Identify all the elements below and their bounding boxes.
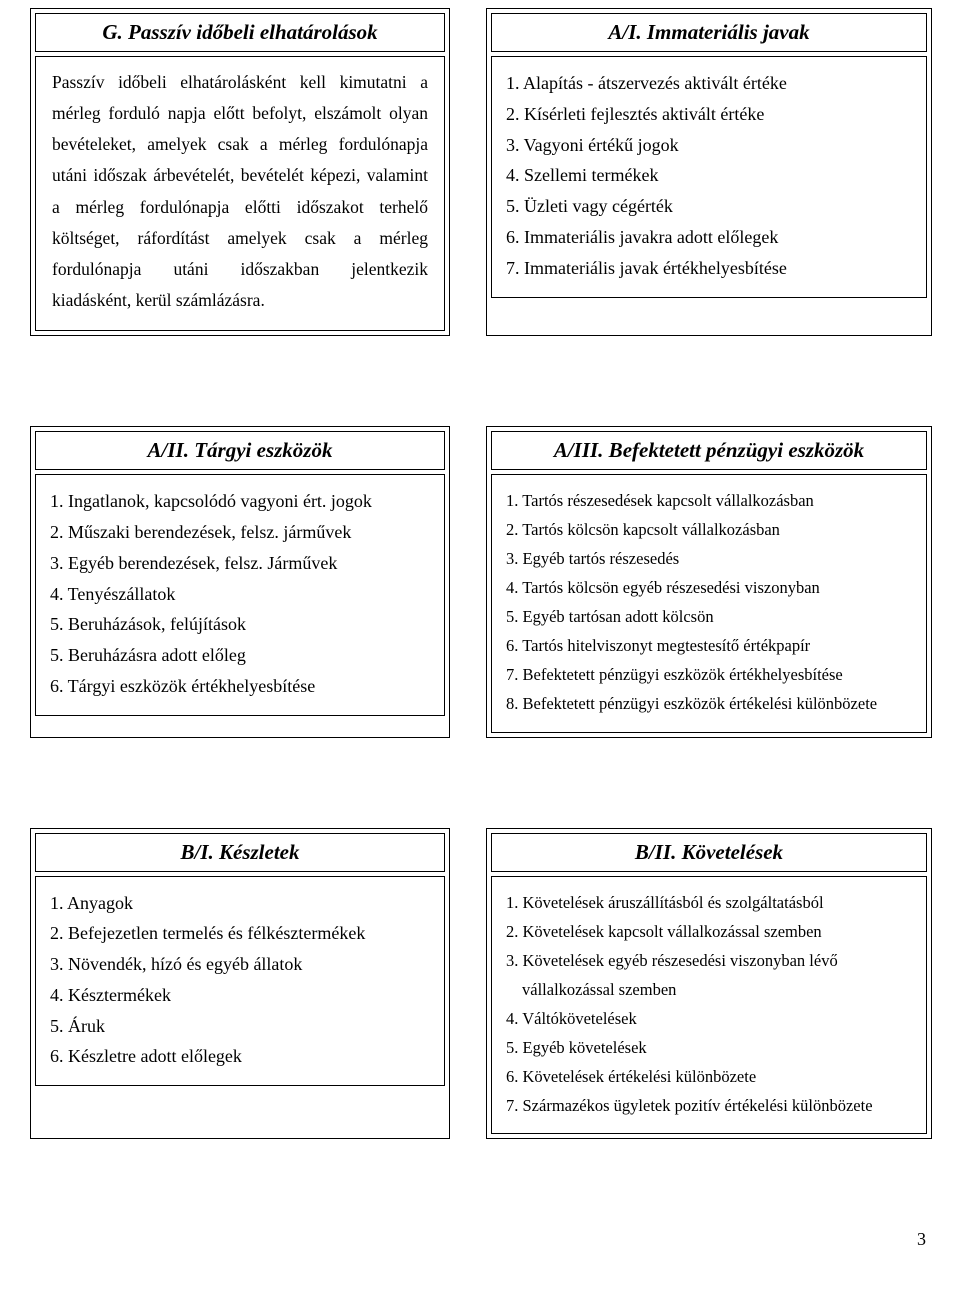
- list-item: 1. Követelések áruszállításból és szolgá…: [506, 889, 914, 916]
- box-a2-targyi: A/II. Tárgyi eszközök 1. Ingatlanok, kap…: [30, 426, 450, 737]
- list-item: 2. Tartós kölcsön kapcsolt vállalkozásba…: [506, 516, 914, 543]
- list-item: 5. Beruházások, felújítások: [50, 610, 432, 639]
- list-item: 8. Befektetett pénzügyi eszközök értékel…: [506, 690, 914, 717]
- list-item: 1. Alapítás - átszervezés aktivált érték…: [506, 69, 914, 98]
- list-item: 5. Áruk: [50, 1012, 432, 1041]
- box-g-passziv: G. Passzív időbeli elhatárolások Passzív…: [30, 8, 450, 336]
- box-g-body: Passzív időbeli elhatárolásként kell kim…: [35, 56, 445, 331]
- list-item: 2. Kísérleti fejlesztés aktivált értéke: [506, 100, 914, 129]
- list-item: 3. Egyéb tartós részesedés: [506, 545, 914, 572]
- list-item: 7. Származékos ügyletek pozitív értékelé…: [506, 1092, 914, 1119]
- box-a1-immaterialis: A/I. Immateriális javak 1. Alapítás - át…: [486, 8, 932, 336]
- list-item: 5. Egyéb követelések: [506, 1034, 914, 1061]
- list-item: 4. Tenyészállatok: [50, 580, 432, 609]
- box-a1-title: A/I. Immateriális javak: [491, 13, 927, 52]
- box-a2-title: A/II. Tárgyi eszközök: [35, 431, 445, 470]
- list-item: 6. Tartós hitelviszonyt megtestesítő ért…: [506, 632, 914, 659]
- list-item: 7. Immateriális javak értékhelyesbítése: [506, 254, 914, 283]
- box-b2-title: B/II. Követelések: [491, 833, 927, 872]
- list-item: 3. Vagyoni értékű jogok: [506, 131, 914, 160]
- list-item: 1. Tartós részesedések kapcsolt vállalko…: [506, 487, 914, 514]
- list-item: 2. Befejezetlen termelés és félkésztermé…: [50, 919, 432, 948]
- box-b2-kovetelesek: B/II. Követelések 1. Követelések áruszál…: [486, 828, 932, 1139]
- box-g-title: G. Passzív időbeli elhatárolások: [35, 13, 445, 52]
- box-b1-body: 1. Anyagok 2. Befejezetlen termelés és f…: [35, 876, 445, 1087]
- box-b1-title: B/I. Készletek: [35, 833, 445, 872]
- list-item: 4. Tartós kölcsön egyéb részesedési visz…: [506, 574, 914, 601]
- list-item: 3. Növendék, hízó és egyéb állatok: [50, 950, 432, 979]
- box-a1-body: 1. Alapítás - átszervezés aktivált érték…: [491, 56, 927, 298]
- list-item: 6. Készletre adott előlegek: [50, 1042, 432, 1071]
- box-b2-body: 1. Követelések áruszállításból és szolgá…: [491, 876, 927, 1134]
- box-a3-body: 1. Tartós részesedések kapcsolt vállalko…: [491, 474, 927, 732]
- list-item: vállalkozással szemben: [506, 976, 914, 1003]
- list-item: 2. Műszaki berendezések, felsz. járművek: [50, 518, 432, 547]
- list-item: 6. Követelések értékelési különbözete: [506, 1063, 914, 1090]
- list-item: 7. Befektetett pénzügyi eszközök értékhe…: [506, 661, 914, 688]
- list-item: 4. Szellemi termékek: [506, 161, 914, 190]
- list-item: 6. Immateriális javakra adott előlegek: [506, 223, 914, 252]
- list-item: 6. Tárgyi eszközök értékhelyesbítése: [50, 672, 432, 701]
- page-number: 3: [30, 1229, 932, 1250]
- list-item: 5. Egyéb tartósan adott kölcsön: [506, 603, 914, 630]
- list-item: 5. Üzleti vagy cégérték: [506, 192, 914, 221]
- box-b1-keszletek: B/I. Készletek 1. Anyagok 2. Befejezetle…: [30, 828, 450, 1139]
- list-item: 2. Követelések kapcsolt vállalkozással s…: [506, 918, 914, 945]
- list-item: 3. Követelések egyéb részesedési viszony…: [506, 947, 914, 974]
- box-a3-befektetett: A/III. Befektetett pénzügyi eszközök 1. …: [486, 426, 932, 737]
- list-item: 4. Váltókövetelések: [506, 1005, 914, 1032]
- list-item: 1. Ingatlanok, kapcsolódó vagyoni ért. j…: [50, 487, 432, 516]
- list-item: 4. Késztermékek: [50, 981, 432, 1010]
- box-a2-body: 1. Ingatlanok, kapcsolódó vagyoni ért. j…: [35, 474, 445, 716]
- list-item: 1. Anyagok: [50, 889, 432, 918]
- list-item: 5. Beruházásra adott előleg: [50, 641, 432, 670]
- list-item: 3. Egyéb berendezések, felsz. Járművek: [50, 549, 432, 578]
- box-a3-title: A/III. Befektetett pénzügyi eszközök: [491, 431, 927, 470]
